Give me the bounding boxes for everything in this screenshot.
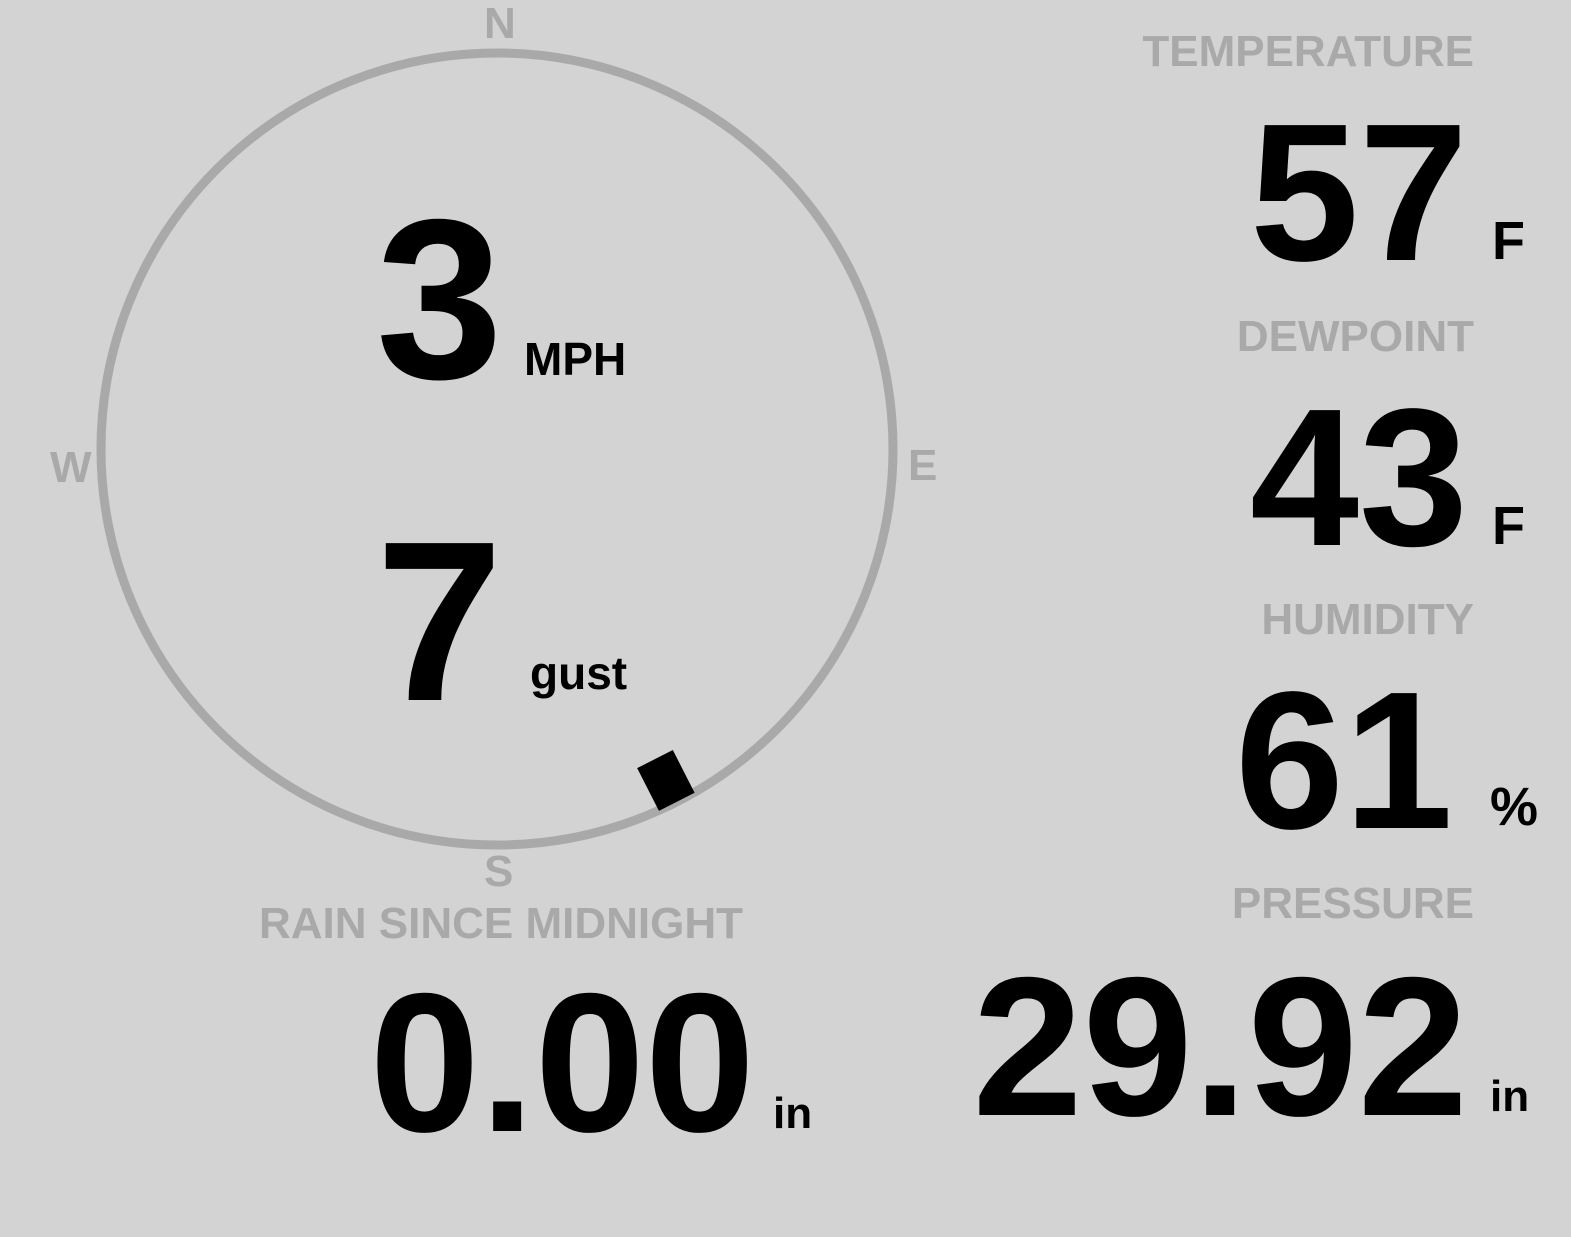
dewpoint-label: DEWPOINT xyxy=(1236,312,1474,361)
rain-label: RAIN SINCE MIDNIGHT xyxy=(259,899,743,948)
wind-speed-value: 3 xyxy=(376,173,503,427)
dewpoint-unit: F xyxy=(1492,496,1525,556)
humidity-value: 61 xyxy=(1234,651,1453,870)
compass-south-label: S xyxy=(484,847,514,896)
compass-north-label: N xyxy=(484,0,516,48)
temperature-label: TEMPERATURE xyxy=(1142,27,1474,76)
compass-east-label: E xyxy=(908,441,938,490)
pressure-label: PRESSURE xyxy=(1231,879,1474,928)
wind-speed-unit: MPH xyxy=(524,333,627,385)
pressure-value: 29.92 xyxy=(972,936,1468,1157)
compass-west-label: W xyxy=(50,443,92,492)
wind-gust-value: 7 xyxy=(376,495,503,749)
rain-unit: in xyxy=(773,1089,813,1138)
wind-gust-unit: gust xyxy=(530,647,628,699)
wind-direction-marker xyxy=(637,749,695,811)
compass-ring xyxy=(96,48,898,850)
humidity-unit: % xyxy=(1490,777,1539,837)
dewpoint-value: 43 xyxy=(1249,368,1468,587)
pressure-unit: in xyxy=(1490,1072,1530,1121)
temperature-unit: F xyxy=(1492,211,1525,271)
rain-value: 0.00 xyxy=(369,952,755,1173)
humidity-label: HUMIDITY xyxy=(1261,595,1474,644)
temperature-value: 57 xyxy=(1249,83,1468,302)
